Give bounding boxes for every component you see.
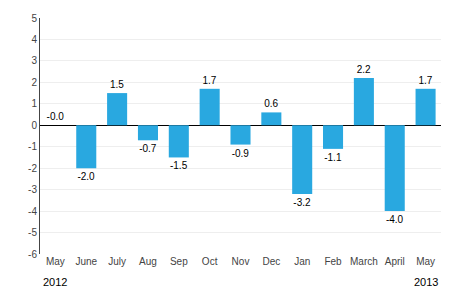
svg-text:-3.2: -3.2 — [293, 197, 311, 208]
svg-text:1: 1 — [31, 98, 37, 109]
svg-text:1.7: 1.7 — [202, 75, 216, 86]
svg-text:1.5: 1.5 — [110, 79, 124, 90]
svg-text:April: April — [385, 256, 405, 267]
svg-text:Sep: Sep — [170, 256, 188, 267]
svg-text:2012: 2012 — [43, 276, 67, 288]
svg-text:July: July — [108, 256, 126, 267]
svg-text:-4: -4 — [28, 206, 37, 217]
svg-text:May: May — [46, 256, 65, 267]
svg-text:Aug: Aug — [139, 256, 157, 267]
svg-text:0.6: 0.6 — [264, 98, 278, 109]
svg-text:May: May — [416, 256, 435, 267]
svg-text:2: 2 — [31, 77, 37, 88]
svg-text:5: 5 — [31, 13, 37, 24]
svg-text:-0.7: -0.7 — [139, 143, 157, 154]
svg-text:-4.0: -4.0 — [386, 214, 404, 225]
svg-text:-0.9: -0.9 — [232, 148, 250, 159]
svg-text:Jan: Jan — [294, 256, 310, 267]
svg-text:4: 4 — [31, 34, 37, 45]
svg-text:-2: -2 — [28, 163, 37, 174]
svg-text:-3: -3 — [28, 184, 37, 195]
svg-text:-6: -6 — [28, 249, 37, 260]
svg-text:-5: -5 — [28, 227, 37, 238]
svg-text:Dec: Dec — [262, 256, 280, 267]
svg-text:March: March — [350, 256, 378, 267]
svg-text:-1: -1 — [28, 141, 37, 152]
svg-text:-1.1: -1.1 — [324, 152, 342, 163]
svg-text:0: 0 — [31, 120, 37, 131]
svg-text:Feb: Feb — [324, 256, 342, 267]
svg-text:1.7: 1.7 — [418, 75, 432, 86]
svg-text:Oct: Oct — [202, 256, 218, 267]
svg-text:2013: 2013 — [414, 276, 438, 288]
svg-text:-1.5: -1.5 — [170, 160, 188, 171]
svg-text:2.2: 2.2 — [357, 64, 371, 75]
svg-text:-2.0: -2.0 — [77, 171, 95, 182]
svg-text:3: 3 — [31, 55, 37, 66]
svg-text:Nov: Nov — [232, 256, 250, 267]
svg-text:June: June — [75, 256, 97, 267]
svg-text:-0.0: -0.0 — [47, 111, 65, 122]
